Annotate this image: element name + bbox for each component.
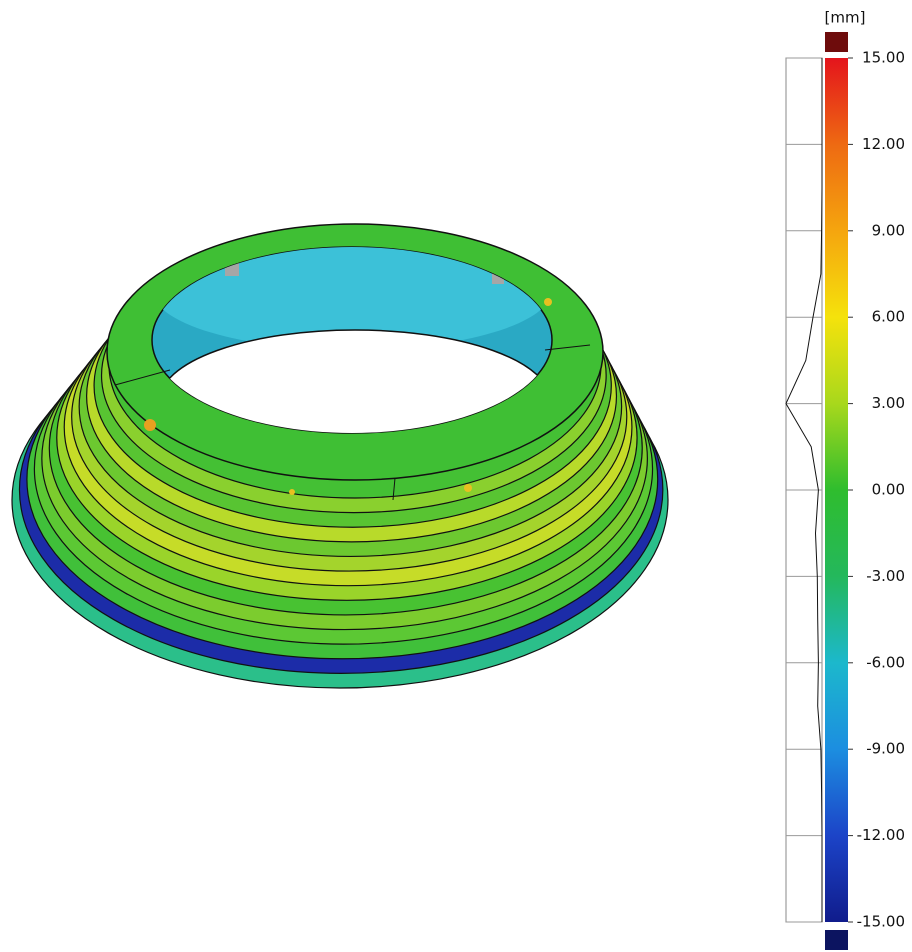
y-tick-label: -3.00 (866, 567, 905, 585)
y-tick-label: -6.00 (866, 653, 905, 671)
y-tick-label: 9.00 (872, 221, 905, 239)
colorbar (825, 58, 848, 922)
y-tick-label: -9.00 (866, 740, 905, 758)
under-swatch (825, 930, 848, 950)
unit-label: [mm] (825, 9, 866, 27)
y-tick-label: 12.00 (862, 135, 905, 153)
y-tick-label: 15.00 (862, 49, 905, 67)
y-tick-label: -12.00 (857, 826, 905, 844)
y-tick-label: 6.00 (872, 308, 905, 326)
y-tick-label: 3.00 (872, 394, 905, 412)
screen: [mm] 15.00 12.00 9.00 6.00 3.00 0.00 -3.00 -6.0… (0, 0, 912, 952)
y-tick-label: 0.00 (872, 481, 905, 499)
y-tick-label: -15.00 (857, 913, 905, 931)
over-swatch (825, 32, 848, 52)
